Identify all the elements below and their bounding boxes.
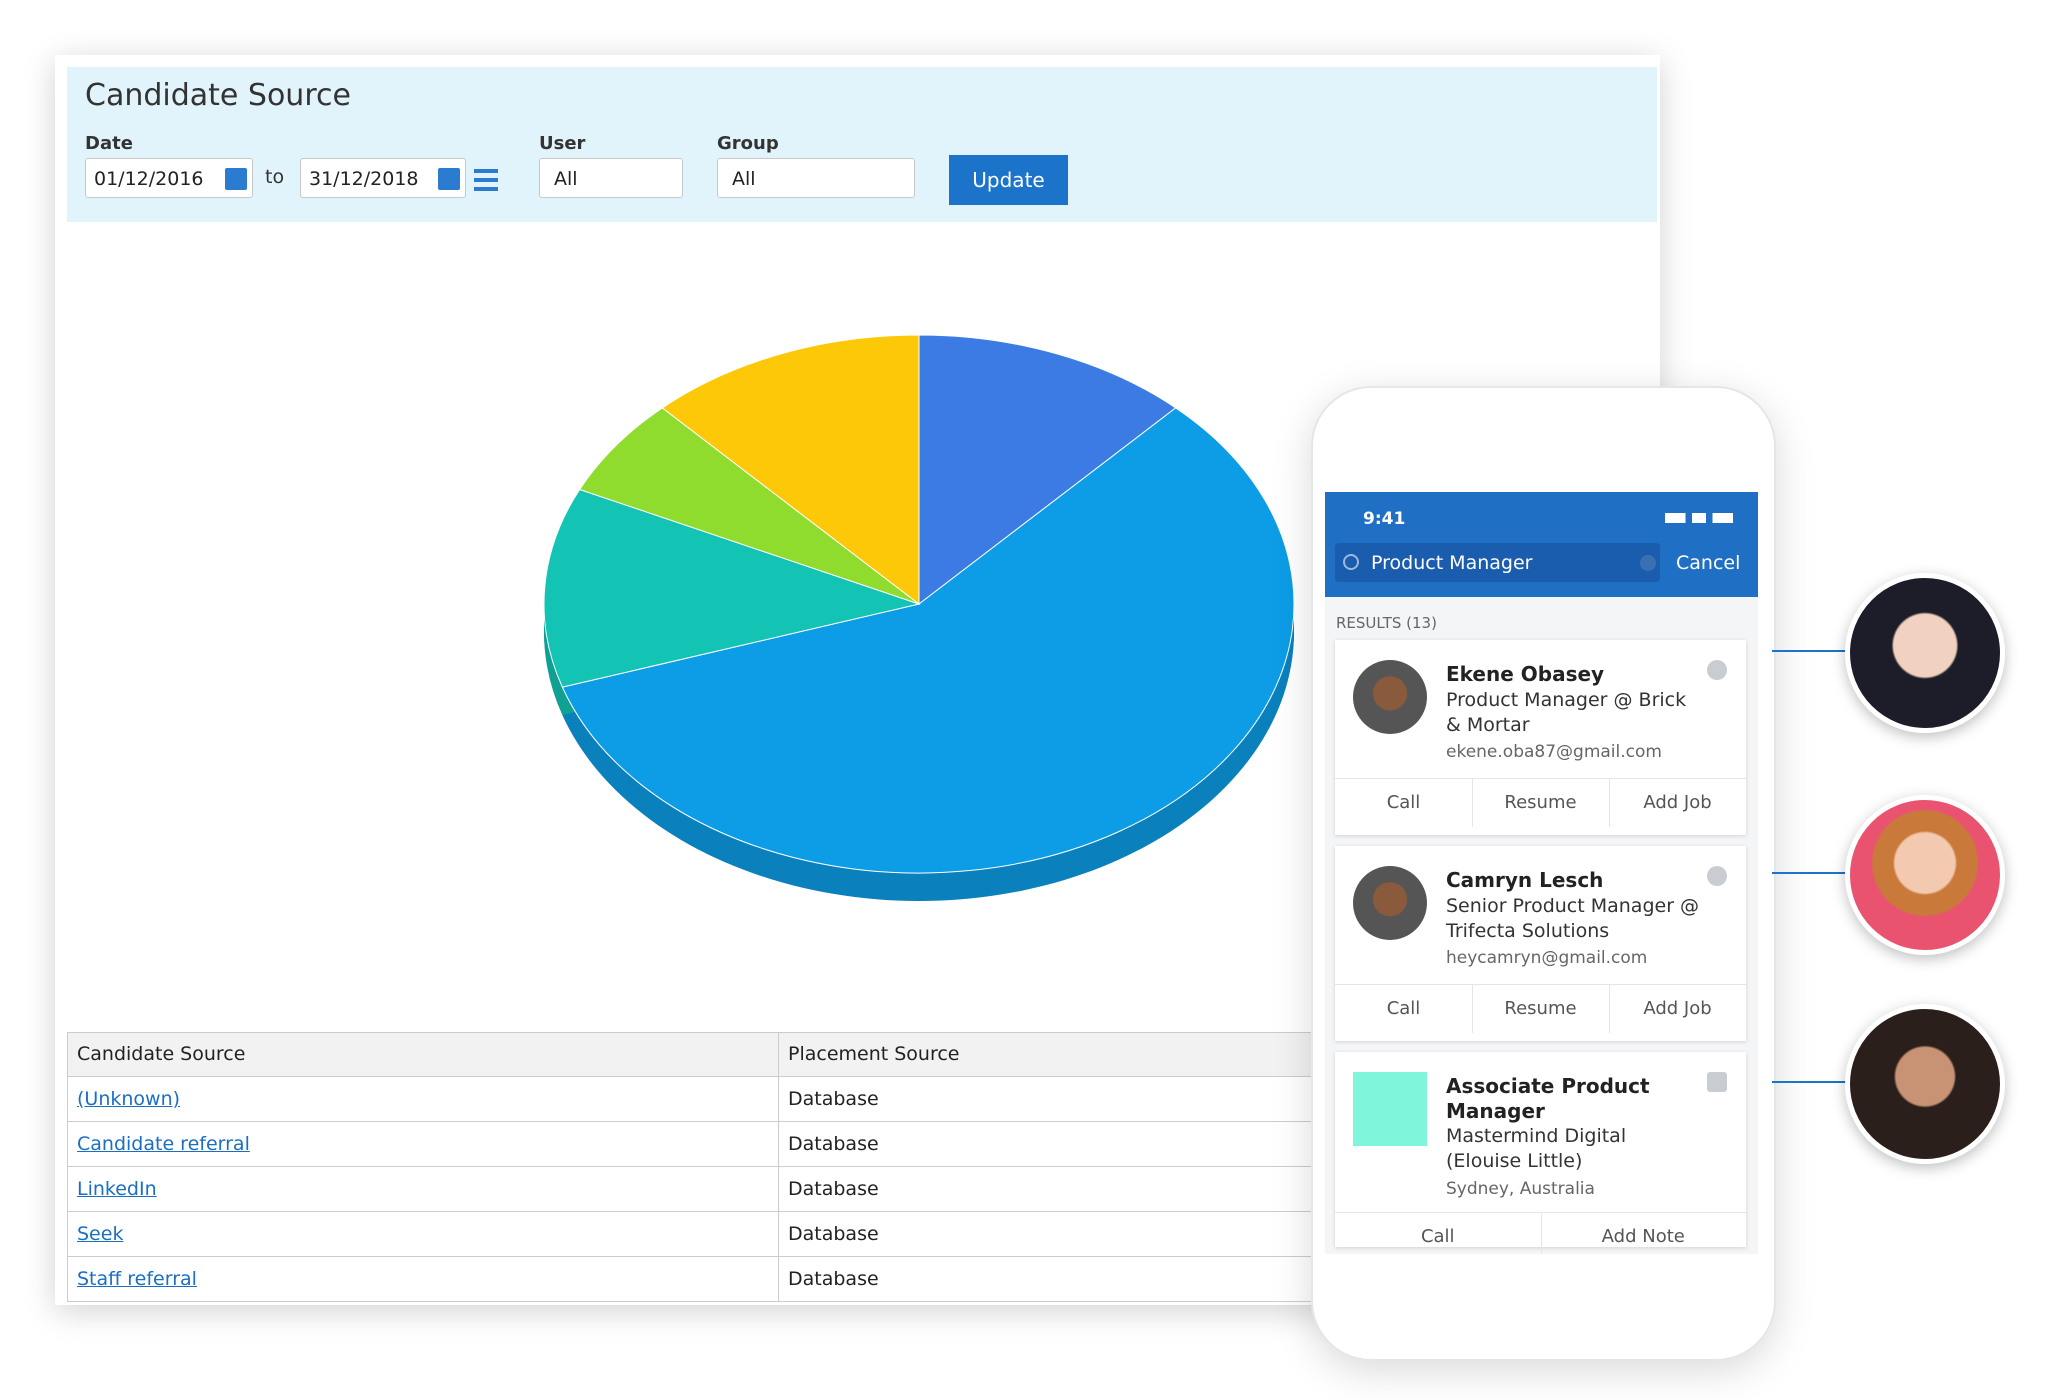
pie-slice bbox=[578, 407, 920, 605]
column-header: Placement Source bbox=[788, 1043, 960, 1065]
avatar bbox=[1845, 1004, 2005, 1164]
source-link[interactable]: Staff referral bbox=[77, 1268, 197, 1290]
user-select[interactable]: All bbox=[539, 158, 683, 198]
row-border bbox=[67, 1167, 1337, 1212]
calendar-icon[interactable] bbox=[438, 168, 460, 190]
pie-slices bbox=[543, 334, 1295, 874]
search-field[interactable] bbox=[1335, 543, 1660, 582]
pie-slice bbox=[543, 488, 921, 688]
date-to[interactable]: 31/12/2018 bbox=[300, 158, 466, 198]
clear-icon[interactable] bbox=[1640, 555, 1656, 571]
avatar bbox=[1845, 573, 2005, 733]
placement-source: Database bbox=[788, 1088, 879, 1110]
avatar bbox=[1845, 795, 2005, 955]
placement-source: Database bbox=[788, 1268, 879, 1290]
source-link[interactable]: LinkedIn bbox=[77, 1178, 157, 1200]
search-text: Product Manager bbox=[1371, 552, 1533, 574]
connector bbox=[1772, 1081, 1847, 1083]
menu-icon[interactable] bbox=[474, 169, 498, 191]
pie-slice bbox=[561, 407, 1295, 874]
column-header: Candidate Source bbox=[77, 1043, 246, 1065]
update-button[interactable]: Update bbox=[949, 155, 1068, 205]
group-select[interactable]: All bbox=[717, 158, 915, 198]
row-border bbox=[67, 1122, 1337, 1167]
source-link[interactable]: Candidate referral bbox=[77, 1133, 250, 1155]
date-label: Date bbox=[85, 133, 133, 154]
cancel-button[interactable]: Cancel bbox=[1676, 552, 1741, 574]
placement-source: Database bbox=[788, 1223, 879, 1245]
pie-slice bbox=[918, 334, 1177, 606]
column-divider bbox=[778, 1032, 779, 1302]
results-count: RESULTS (13) bbox=[1336, 614, 1437, 632]
user-label: User bbox=[539, 133, 586, 154]
placement-source: Database bbox=[788, 1178, 879, 1200]
row-border bbox=[67, 1077, 1337, 1122]
status-icons bbox=[1665, 513, 1733, 523]
group-label: Group bbox=[717, 133, 779, 154]
report-title: Candidate Source bbox=[85, 78, 351, 113]
table-header-bg bbox=[67, 1032, 1337, 1077]
connector bbox=[1772, 650, 1847, 652]
connector bbox=[1772, 872, 1847, 874]
row-border bbox=[67, 1257, 1337, 1302]
to-label: to bbox=[265, 166, 285, 188]
pie-slice bbox=[661, 334, 920, 606]
status-time: 9:41 bbox=[1363, 509, 1406, 529]
search-icon bbox=[1343, 554, 1359, 570]
calendar-icon[interactable] bbox=[225, 168, 247, 190]
source-table: Candidate Source Placement Source (Unknown… bbox=[67, 1032, 1337, 1302]
phone-screen: 9:41 Product Manager Cancel RESULTS (13) bbox=[1325, 492, 1758, 1254]
source-link[interactable]: (Unknown) bbox=[77, 1088, 181, 1110]
placement-source: Database bbox=[788, 1133, 879, 1155]
row-border bbox=[67, 1212, 1337, 1257]
source-link[interactable]: Seek bbox=[77, 1223, 124, 1245]
